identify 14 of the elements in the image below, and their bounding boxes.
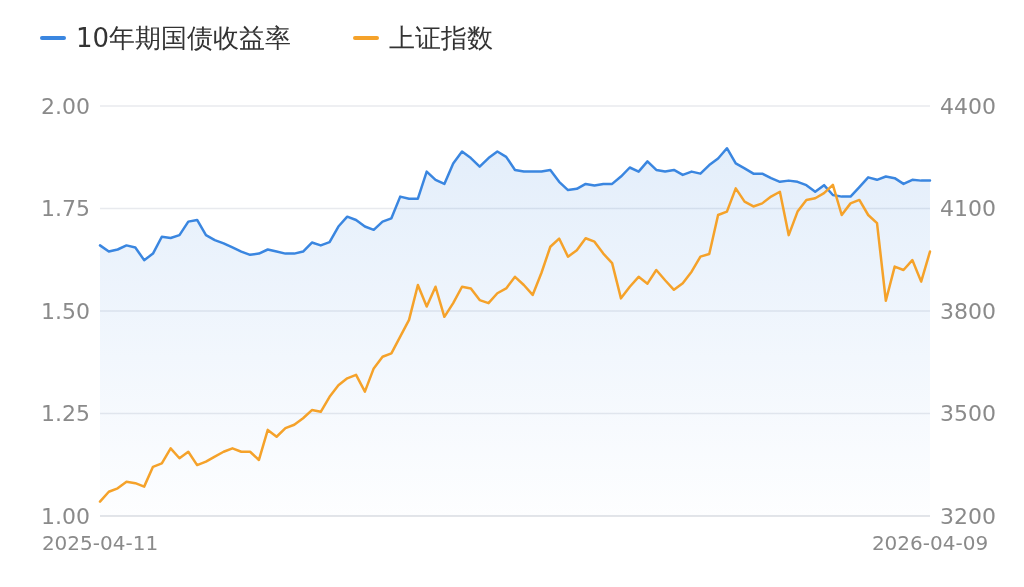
x-tick-label: 2025-04-11: [41, 531, 159, 555]
y-tick-label: 1.00: [41, 503, 90, 529]
x-tick-label: 2026-04-09: [871, 531, 989, 555]
legend-label: 上证指数: [389, 23, 493, 54]
y-tick-label: 1.25: [41, 401, 90, 427]
y2-tick-label: 3800: [940, 298, 996, 324]
y2-tick-label: 3200: [940, 503, 996, 529]
y2-tick-label: 3500: [940, 401, 996, 427]
y2-tick-label: 4400: [940, 93, 996, 119]
y-tick-label: 1.50: [41, 298, 90, 324]
y-tick-label: 2.00: [41, 93, 90, 119]
y2-tick-label: 4100: [940, 196, 996, 222]
legend-label: 10年期国债收益率: [76, 23, 292, 54]
y-tick-label: 1.75: [41, 196, 90, 222]
